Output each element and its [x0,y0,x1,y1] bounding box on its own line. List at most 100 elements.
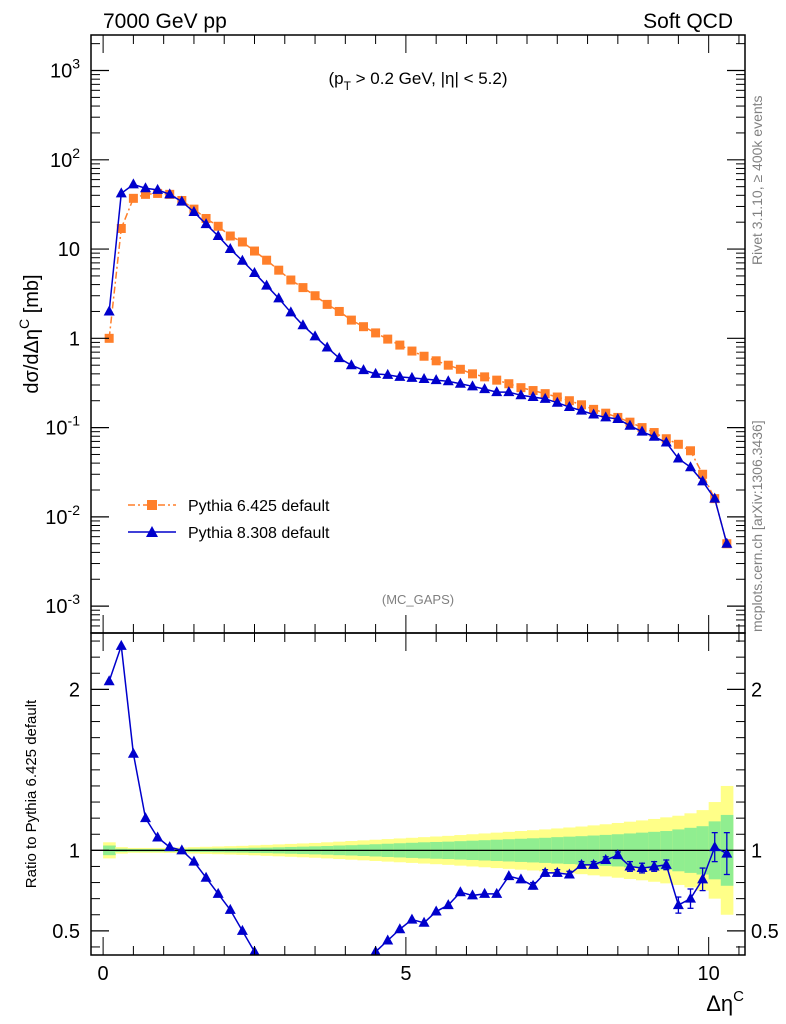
pythia6-marker [213,221,223,231]
pythia8-marker [333,352,345,363]
ratio-line [108,645,258,955]
pythia6-marker [322,299,332,309]
ratio-y-axis-label: Ratio to Pythia 6.425 default [23,699,40,888]
ratio-marker [515,873,527,884]
pythia8-marker [563,401,575,412]
y-tick-label: 102 [50,145,80,172]
pythia8-marker [115,187,127,198]
pythia8-marker [624,419,636,430]
ratio-marker [612,849,624,860]
y-tick-label: 10 [58,239,80,261]
pythia6-marker [673,439,683,449]
pythia6-marker [250,246,259,256]
pythia8-marker [515,389,527,400]
pythia6-marker [443,360,453,370]
pythia8-marker [394,370,406,381]
ratio-marker [140,812,151,823]
pythia8-marker [442,375,454,386]
category-label: Soft QCD [643,10,733,33]
pythia6-marker [298,283,308,293]
ratio-marker [442,899,454,910]
ratio-marker [467,889,478,900]
pythia8-marker [648,430,660,441]
ratio-marker [188,855,200,866]
ratio-marker [394,923,406,934]
ratio-marker [636,862,648,873]
pythia8-marker [224,243,236,254]
pythia6-marker [419,351,429,361]
ratio-marker [672,899,684,910]
legend-pythia6-label: Pythia 6.425 default [188,498,330,515]
pythia8-marker [612,412,624,423]
cut-label: (pT > 0.2 GeV, |η| < 5.2) [328,69,507,93]
analysis-label: (MC_GAPS) [382,592,454,607]
pythia6-marker [686,446,695,456]
ratio-marker [721,847,733,858]
pythia8-marker [309,330,321,341]
legend-pythia8-label: Pythia 8.308 default [188,525,330,542]
ratio-marker [527,879,539,890]
ratio-marker [430,905,442,916]
ratio-marker [200,871,212,882]
ratio-plot-panel: 0.5 0.5 1 1 2 2 0 5 10 Ratio to Pythia 6.425 def… [23,632,779,1016]
pythia8-marker [297,319,309,330]
ratio-marker [164,841,176,852]
pythia8-marker [140,182,151,193]
y-tick-label: 10-2 [45,502,80,529]
pythia6-marker [359,322,368,332]
mcplots-label: mcplots.cern.ch [arXiv:1306.3436] [749,420,765,632]
pythia8-marker [491,386,503,397]
pythia6-marker [128,193,138,203]
pythia8-marker [430,374,442,385]
ratio-marker [491,887,503,898]
ratio-marker [660,858,672,869]
pythia8-marker [454,377,466,388]
pythia8-marker [382,368,394,379]
pythia8-marker [345,359,357,370]
ratio-marker [224,903,236,914]
ratio-marker [539,866,551,877]
rivet-label: Rivet 3.1.10, ≥ 400k events [749,95,765,265]
pythia8-marker [188,206,200,217]
pythia6-marker [237,237,247,247]
pythia8-marker [576,404,587,415]
pythia8-marker [551,396,563,407]
pythia8-marker [358,364,369,375]
ratio-marker [115,639,127,650]
pythia6-marker [492,375,502,385]
pythia8-marker [370,367,382,378]
pythia6-marker [480,372,490,382]
energy-label: 7000 GeV pp [103,10,227,33]
ratio-marker [648,860,660,871]
ratio-marker [127,747,139,758]
pythia6-marker [698,469,708,479]
ratio-marker [479,887,491,898]
pythia6-marker [274,265,284,275]
ratio-marker [454,886,466,897]
pythia8-marker [539,392,551,403]
ratio-y-tick-label: 1 [69,840,80,862]
x-tick-label: 0 [98,963,109,985]
pythia8-marker [479,383,491,394]
pythia8-marker [164,188,176,199]
pythia6-marker [468,369,477,379]
pythia8-marker [418,373,430,384]
y-tick-label: 10-3 [45,591,80,618]
pythia6-marker [395,340,405,350]
pythia8-marker [103,305,115,316]
x-tick-label: 10 [698,963,720,985]
main-plot-frame [90,34,746,634]
pythia8-marker [285,306,297,317]
pythia6-marker [383,334,393,344]
ratio-marker [709,841,721,852]
pythia8-marker [685,461,696,472]
ratio-marker [503,870,515,881]
main-y-axis-label: dσ/dΔηC [mb] [16,274,43,393]
y-tick-label: 10-1 [45,413,80,440]
pythia6-marker [116,223,126,233]
pythia8-marker [212,230,224,241]
pythia6-marker [504,379,514,389]
ratio-marker [624,860,636,871]
ratio-y-tick-label-right: 1 [751,840,762,862]
pythia8-line [108,183,728,544]
